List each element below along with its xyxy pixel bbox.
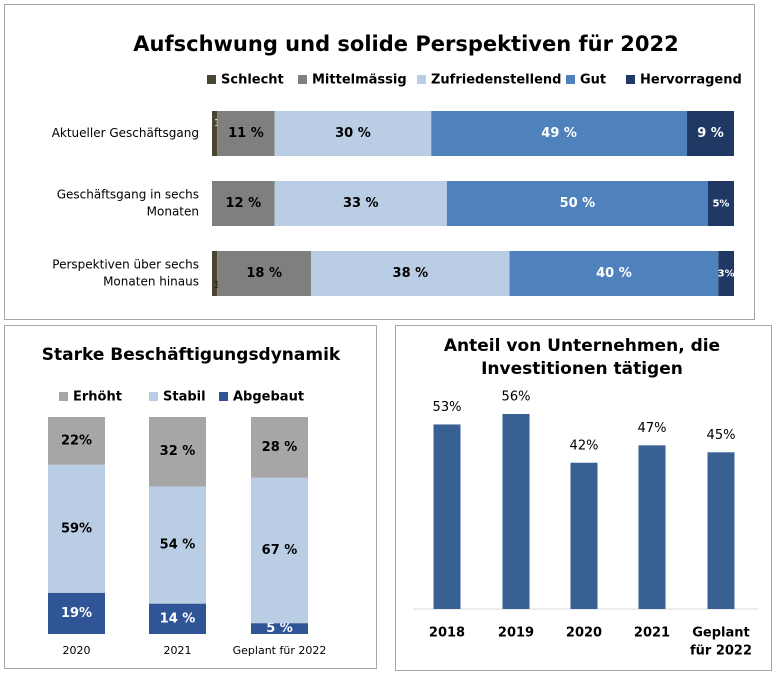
bar-schlecht-0 <box>212 111 218 156</box>
x-tick-label-1: 2021 <box>164 644 192 657</box>
legend-label-mittelmaessig: Mittelmässig <box>312 73 407 88</box>
legend-label-hervorragend: Hervorragend <box>640 73 742 88</box>
bar-investment-1 <box>502 414 530 609</box>
x-tick-label-0: 2020 <box>63 644 91 657</box>
data-label-stabil-1: 54 % <box>160 538 196 553</box>
x-tick-label-2: Geplant für 2022 <box>233 644 327 657</box>
data-label-zufriedenstellend-1: 33 % <box>343 196 379 211</box>
x-tick-label-1: 2019 <box>498 626 534 641</box>
bar-gut-2 <box>509 251 719 296</box>
legend-label-schlecht: Schlecht <box>221 73 284 88</box>
legend-swatch-mittelmaessig <box>298 75 307 84</box>
data-label-hervorragend-2: 3% <box>718 269 735 280</box>
category-label-2: Monaten hinaus <box>103 275 199 289</box>
employment-panel: Starke Beschäftigungsdynamik Erhöht Stabil… <box>4 325 377 669</box>
data-label-abgebaut-2: 5 % <box>266 621 293 636</box>
bar-investment-0 <box>433 424 461 609</box>
data-label-erhoeht-0: 22% <box>61 433 92 448</box>
bar-investment-2 <box>570 462 598 609</box>
data-label-stabil-2: 67 % <box>262 543 298 558</box>
bar-zufriedenstellend-2 <box>311 251 510 296</box>
data-label-zufriedenstellend-0: 30 % <box>335 126 371 141</box>
data-label-investment-2: 42% <box>570 438 599 453</box>
bar-zufriedenstellend-1 <box>274 181 447 226</box>
data-label-gut-2: 40 % <box>596 266 632 281</box>
x-tick-label-4: Geplant <box>692 626 750 641</box>
data-label-investment-0: 53% <box>433 400 462 415</box>
chart1-title: Aufschwung und solide Perspektiven für 2… <box>133 32 678 56</box>
data-label-hervorragend-1: 5% <box>712 199 729 210</box>
bar-stabil-2 <box>251 477 308 624</box>
chart3-title-line: Investitionen tätigen <box>481 359 683 379</box>
data-label-hervorragend-0: 9 % <box>697 126 724 141</box>
x-tick-label-2: 2020 <box>566 626 602 641</box>
data-label-stabil-0: 59% <box>61 521 92 536</box>
chart2-title: Starke Beschäftigungsdynamik <box>42 345 341 365</box>
legend-swatch-hervorragend <box>626 75 635 84</box>
data-label-investment-4: 45% <box>707 428 736 443</box>
legend-swatch-gut <box>566 75 575 84</box>
bar-mittelmaessig-1 <box>212 181 275 226</box>
bar-hervorragend-2 <box>718 251 734 296</box>
employment-chart: Starke Beschäftigungsdynamik Erhöht Stabil… <box>42 345 341 657</box>
data-label-mittelmaessig-2: 18 % <box>246 266 282 281</box>
legend-label-zufriedenstellend: Zufriedenstellend <box>431 73 561 88</box>
legend-label-erhoeht: Erhöht <box>73 390 122 405</box>
data-label-erhoeht-2: 28 % <box>262 440 298 455</box>
data-label-mittelmaessig-1: 12 % <box>225 196 261 211</box>
category-label-0: Aktueller Geschäftsgang <box>52 126 199 140</box>
legend-label-stabil: Stabil <box>163 390 206 405</box>
bar-mittelmaessig-0 <box>217 111 275 156</box>
bar-stabil-0 <box>48 464 105 593</box>
bar-investment-3 <box>638 445 666 609</box>
bar-investment-4 <box>707 452 735 609</box>
legend-label-gut: Gut <box>580 73 606 88</box>
chart3-title-line: Anteil von Unternehmen, die <box>444 336 720 356</box>
data-label-erhoeht-1: 32 % <box>160 444 196 459</box>
bar-erhoeht-1 <box>149 417 206 487</box>
x-tick-label-0: 2018 <box>429 626 465 641</box>
bar-erhoeht-0 <box>48 417 105 465</box>
data-label-zufriedenstellend-2: 38 % <box>393 266 429 281</box>
investment-chart: Anteil von Unternehmen, die Investitionen… <box>413 336 758 659</box>
legend-swatch-abgebaut <box>219 392 228 401</box>
legend-swatch-erhoeht <box>59 392 68 401</box>
x-tick-label-3: 2021 <box>634 626 670 641</box>
data-label-mittelmaessig-0: 11 % <box>228 126 264 141</box>
bar-gut-0 <box>431 111 688 156</box>
data-label-gut-1: 50 % <box>560 196 596 211</box>
bar-abgebaut-0 <box>48 592 105 634</box>
x-tick-label-4: für 2022 <box>690 644 752 659</box>
bar-stabil-1 <box>149 486 206 604</box>
bar-schlecht-2 <box>212 251 218 296</box>
legend-label-abgebaut: Abgebaut <box>233 390 304 405</box>
bar-abgebaut-1 <box>149 603 206 634</box>
bar-mittelmaessig-2 <box>217 251 312 296</box>
data-label-abgebaut-1: 14 % <box>160 611 196 626</box>
category-label-1: Geschäftsgang in sechs <box>57 188 199 202</box>
bar-zufriedenstellend-0 <box>274 111 432 156</box>
data-label-gut-0: 49 % <box>541 126 577 141</box>
bar-gut-1 <box>446 181 708 226</box>
data-label-investment-3: 47% <box>638 421 667 436</box>
legend-swatch-zufriedenstellend <box>417 75 426 84</box>
investment-panel: Anteil von Unternehmen, die Investitionen… <box>395 325 772 671</box>
business-outlook-panel: Aufschwung und solide Perspektiven für 2… <box>4 4 755 320</box>
data-label-abgebaut-0: 19% <box>61 606 92 621</box>
data-label-investment-1: 56% <box>502 390 531 405</box>
bar-hervorragend-1 <box>707 181 734 226</box>
bar-abgebaut-2 <box>251 623 308 634</box>
category-label-2: Perspektiven über sechs <box>52 258 199 272</box>
bar-hervorragend-0 <box>687 111 734 156</box>
category-label-1: Monaten <box>147 205 199 219</box>
bar-erhoeht-2 <box>251 417 308 478</box>
legend-swatch-schlecht <box>207 75 216 84</box>
business-outlook-chart: Aufschwung und solide Perspektiven für 2… <box>52 32 742 296</box>
legend-swatch-stabil <box>149 392 158 401</box>
